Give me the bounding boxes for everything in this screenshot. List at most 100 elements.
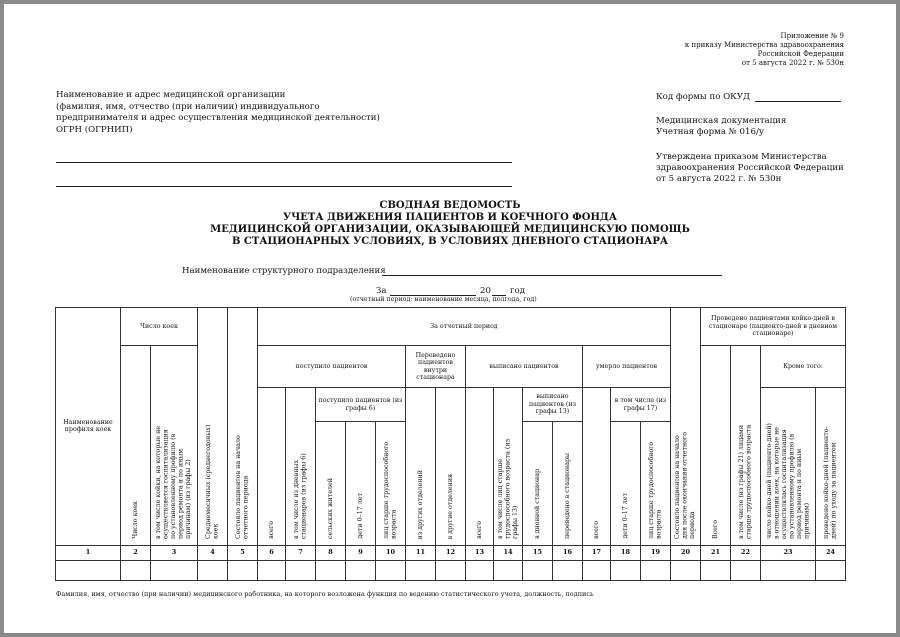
died-sub-header: в том числе (из графы 17) [610,387,671,422]
column-number: 6 [257,544,286,561]
data-cell[interactable] [670,559,701,581]
org-fill-line[interactable] [56,186,512,187]
col-1-header: Наименование профиля коек [55,307,121,546]
okud-code: Код формы по ОКУД [656,92,750,103]
data-cell[interactable] [315,559,346,581]
col-2-label: Число коек [131,501,139,539]
col-22-header: в том числе (из графы 21) лицами старше … [730,345,761,546]
column-number: 7 [285,544,316,561]
col-9-header: дети 0–17 лет [345,421,376,546]
admitted-sub-header: поступило пациентов (из графы 6) [315,387,406,422]
year-label: год [510,286,525,296]
col-4-label: Среднемесячных (среднегодовых) коек [205,424,220,539]
data-cell[interactable] [730,559,761,581]
col-11-header: из других отделений [405,387,436,546]
column-number: 12 [435,544,466,561]
data-cell[interactable] [700,559,731,581]
period-note: (отчетный период: наименование месяца, п… [350,296,537,303]
approved-block: Утверждена приказом Министерства здравоо… [656,152,844,185]
col-20-header: Состояло пациентов на начало дня после о… [670,307,701,546]
col-3-label: в том числе койки, на которые не осущест… [155,425,193,539]
column-number: 17 [582,544,611,561]
column-number: 23 [760,544,816,561]
unit-fill-line[interactable] [382,275,722,276]
data-cell[interactable] [493,559,523,581]
appendix-line: к приказу Министерства здравоохранения [684,41,844,49]
column-number: 9 [345,544,376,561]
col-21-header: Всего [700,345,731,546]
organization-block: Наименование и адрес медицинской организ… [56,90,380,136]
discharged-group-header: выписано пациентов [465,345,583,388]
col-6-header: всего [257,387,286,546]
appendix-line: от 5 августа 2022 г. № 530н [741,59,844,67]
column-number: 3 [150,544,198,561]
data-cell[interactable] [465,559,494,581]
org-fill-line[interactable] [56,162,512,163]
admitted-group-header: поступило пациентов [257,345,406,388]
col-16-header: переведено в стационары [552,421,583,546]
data-cell[interactable] [552,559,583,581]
data-cell[interactable] [197,559,228,581]
column-number: 22 [730,544,761,561]
col-24-label: проведено койко-дней (пациенто-дней) по … [823,426,838,539]
col-20-label: Состояло пациентов на начало дня после о… [674,431,697,539]
year-prefix: 20 [480,286,491,296]
data-cell[interactable] [55,559,121,581]
data-cell[interactable] [435,559,466,581]
data-cell[interactable] [227,559,258,581]
column-number: 24 [815,544,846,561]
col-7-label: в том числе из дневных стационаров (из г… [293,453,308,539]
column-number: 5 [227,544,258,561]
org-line: (фамилия, имя, отчество (при наличии) ин… [56,101,320,112]
discharged-sub-header: выписано пациентов (из графы 13) [522,387,583,422]
year-fill-line[interactable] [492,295,506,296]
data-cell[interactable] [150,559,198,581]
data-cell[interactable] [120,559,151,581]
census-table: Наименование профиля коек Число коек Сре… [55,307,846,581]
table-row[interactable] [55,559,846,581]
footer-signature-label: Фамилия, имя, отчество (при наличии) мед… [56,590,594,598]
title-line: СВОДНАЯ ВЕДОМОСТЬ [379,200,521,211]
col-11-label: из других отделений [416,469,424,540]
form-sheet: Приложение № 9 к приказу Министерства зд… [4,4,896,633]
column-number: 15 [522,544,553,561]
col-15-label: в дневной стационар [533,469,541,539]
col-10-label: лиц старше трудоспособного возраста [383,441,398,539]
col-3-header: в том числе койки, на которые не осущест… [150,345,198,546]
period-za: За [376,286,387,296]
col-17-header: всего [582,387,611,546]
meddoc-line: Медицинская документация [656,116,787,126]
data-cell[interactable] [405,559,436,581]
data-cell[interactable] [345,559,376,581]
col-13-label: всего [475,521,483,539]
col-18-header: дети 0–17 лет [610,421,641,546]
col-12-label: в другие отделения [446,473,454,539]
okud-fill-line[interactable] [755,101,841,102]
period-fill-line[interactable] [390,295,476,296]
col-12-header: в другие отделения [435,387,466,546]
col-16-label: переведено в стационары [563,453,571,539]
col-7-header: в том числе из дневных стационаров (из г… [285,387,316,546]
col-5-header: Состояло пациентов на начало отчетного п… [227,307,258,546]
data-cell[interactable] [815,559,846,581]
beds-group-header: Число коек [120,307,198,346]
okud-label: Код формы по ОКУД [656,92,751,102]
title-line: В СТАЦИОНАРНЫХ УСЛОВИЯХ, В УСЛОВИЯХ ДНЕВ… [231,236,668,247]
col-10-header: лиц старше трудоспособного возраста [375,421,406,546]
column-number: 19 [640,544,671,561]
data-cell[interactable] [610,559,641,581]
column-number: 21 [700,544,731,561]
data-cell[interactable] [760,559,816,581]
col-6-label: всего [267,521,275,539]
data-cell[interactable] [522,559,553,581]
data-cell[interactable] [257,559,286,581]
org-line: Наименование и адрес медицинской организ… [56,90,286,100]
data-cell[interactable] [640,559,671,581]
column-number: 10 [375,544,406,561]
col-4-header: Среднемесячных (среднегодовых) коек [197,307,228,546]
column-number: 11 [405,544,436,561]
data-cell[interactable] [582,559,611,581]
column-number: 8 [315,544,346,561]
data-cell[interactable] [375,559,406,581]
data-cell[interactable] [285,559,316,581]
